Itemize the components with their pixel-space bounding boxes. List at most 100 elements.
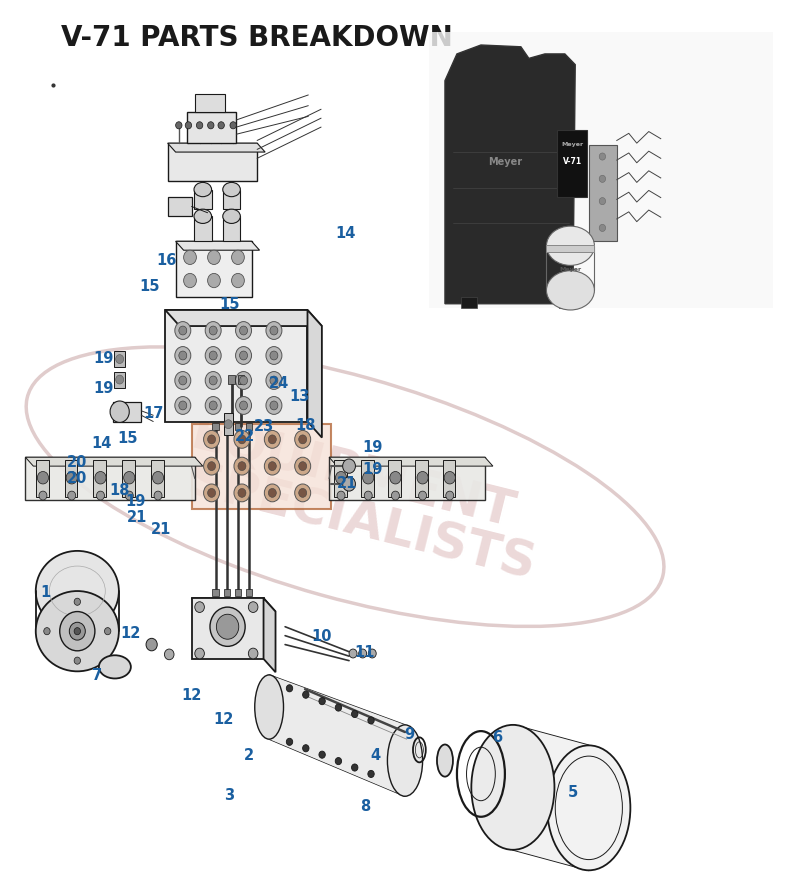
Circle shape bbox=[176, 122, 182, 130]
Bar bbox=[195, 95, 225, 113]
Circle shape bbox=[349, 649, 357, 658]
Circle shape bbox=[368, 771, 375, 778]
Text: 16: 16 bbox=[156, 252, 177, 267]
Circle shape bbox=[232, 251, 245, 266]
Circle shape bbox=[240, 351, 248, 360]
Polygon shape bbox=[329, 458, 485, 501]
Circle shape bbox=[204, 485, 220, 502]
Circle shape bbox=[218, 122, 225, 130]
Ellipse shape bbox=[546, 227, 594, 266]
Bar bbox=[224, 590, 230, 596]
Circle shape bbox=[179, 326, 187, 335]
Circle shape bbox=[335, 758, 342, 764]
Ellipse shape bbox=[223, 210, 241, 224]
Bar bbox=[224, 413, 233, 435]
Bar bbox=[165, 310, 307, 422]
Ellipse shape bbox=[194, 183, 212, 198]
Bar bbox=[361, 460, 374, 498]
Circle shape bbox=[266, 397, 282, 415]
Circle shape bbox=[195, 602, 205, 612]
Text: 17: 17 bbox=[143, 406, 164, 420]
Polygon shape bbox=[26, 458, 203, 467]
Text: 2: 2 bbox=[244, 747, 254, 762]
Bar bbox=[168, 144, 257, 181]
Text: 6: 6 bbox=[492, 730, 502, 744]
Circle shape bbox=[294, 431, 310, 449]
Polygon shape bbox=[307, 310, 322, 438]
Circle shape bbox=[74, 598, 80, 605]
Ellipse shape bbox=[95, 472, 106, 485]
Circle shape bbox=[225, 420, 233, 429]
Text: 19: 19 bbox=[362, 462, 383, 477]
Circle shape bbox=[208, 462, 216, 471]
Ellipse shape bbox=[547, 746, 630, 871]
Circle shape bbox=[236, 347, 252, 365]
Text: 21: 21 bbox=[337, 475, 357, 490]
Bar bbox=[443, 460, 456, 498]
Circle shape bbox=[335, 704, 342, 712]
Circle shape bbox=[236, 372, 252, 390]
Text: 21: 21 bbox=[127, 509, 148, 524]
Ellipse shape bbox=[217, 614, 239, 639]
Bar bbox=[388, 460, 401, 498]
Ellipse shape bbox=[36, 591, 119, 671]
Polygon shape bbox=[513, 725, 589, 871]
Circle shape bbox=[175, 347, 191, 365]
Circle shape bbox=[184, 251, 196, 266]
Bar bbox=[235, 424, 241, 431]
Bar bbox=[461, 299, 477, 308]
Ellipse shape bbox=[223, 183, 241, 198]
Circle shape bbox=[270, 401, 278, 410]
Bar bbox=[429, 32, 772, 308]
Text: 11: 11 bbox=[354, 645, 375, 660]
Text: 12: 12 bbox=[213, 712, 233, 726]
Circle shape bbox=[319, 751, 326, 758]
Circle shape bbox=[205, 372, 221, 390]
Bar bbox=[192, 425, 331, 510]
Bar bbox=[557, 131, 587, 198]
Circle shape bbox=[208, 251, 221, 266]
Circle shape bbox=[59, 611, 95, 651]
Text: 7: 7 bbox=[92, 667, 103, 682]
Circle shape bbox=[265, 458, 281, 476]
Bar bbox=[176, 242, 252, 298]
Bar bbox=[151, 460, 164, 498]
Bar bbox=[114, 351, 125, 367]
Circle shape bbox=[185, 122, 192, 130]
Circle shape bbox=[209, 351, 217, 360]
Circle shape bbox=[44, 628, 51, 635]
Text: 10: 10 bbox=[311, 628, 331, 644]
Circle shape bbox=[337, 492, 345, 501]
Circle shape bbox=[265, 485, 281, 502]
Polygon shape bbox=[445, 46, 575, 304]
Circle shape bbox=[319, 698, 326, 705]
Circle shape bbox=[391, 492, 399, 501]
Bar bbox=[168, 198, 192, 217]
Circle shape bbox=[74, 628, 80, 635]
Ellipse shape bbox=[444, 472, 456, 485]
Bar bbox=[334, 460, 346, 498]
Polygon shape bbox=[26, 458, 195, 501]
Circle shape bbox=[446, 492, 454, 501]
Text: 12: 12 bbox=[120, 625, 141, 640]
Circle shape bbox=[302, 691, 309, 698]
Circle shape bbox=[236, 322, 252, 340]
Ellipse shape bbox=[417, 472, 428, 485]
Bar bbox=[238, 375, 245, 384]
Circle shape bbox=[249, 602, 258, 612]
Circle shape bbox=[270, 376, 278, 385]
Circle shape bbox=[208, 122, 214, 130]
Circle shape bbox=[342, 460, 355, 474]
Ellipse shape bbox=[335, 472, 346, 485]
Circle shape bbox=[419, 492, 427, 501]
Circle shape bbox=[238, 435, 246, 444]
Text: SPECIALISTS: SPECIALISTS bbox=[182, 456, 541, 589]
Bar bbox=[122, 460, 135, 498]
Circle shape bbox=[358, 649, 367, 658]
Circle shape bbox=[104, 628, 111, 635]
Text: 19: 19 bbox=[94, 350, 114, 366]
Circle shape bbox=[238, 462, 246, 471]
Circle shape bbox=[175, 372, 191, 390]
Text: 5: 5 bbox=[568, 784, 578, 799]
Text: 12: 12 bbox=[181, 687, 202, 703]
